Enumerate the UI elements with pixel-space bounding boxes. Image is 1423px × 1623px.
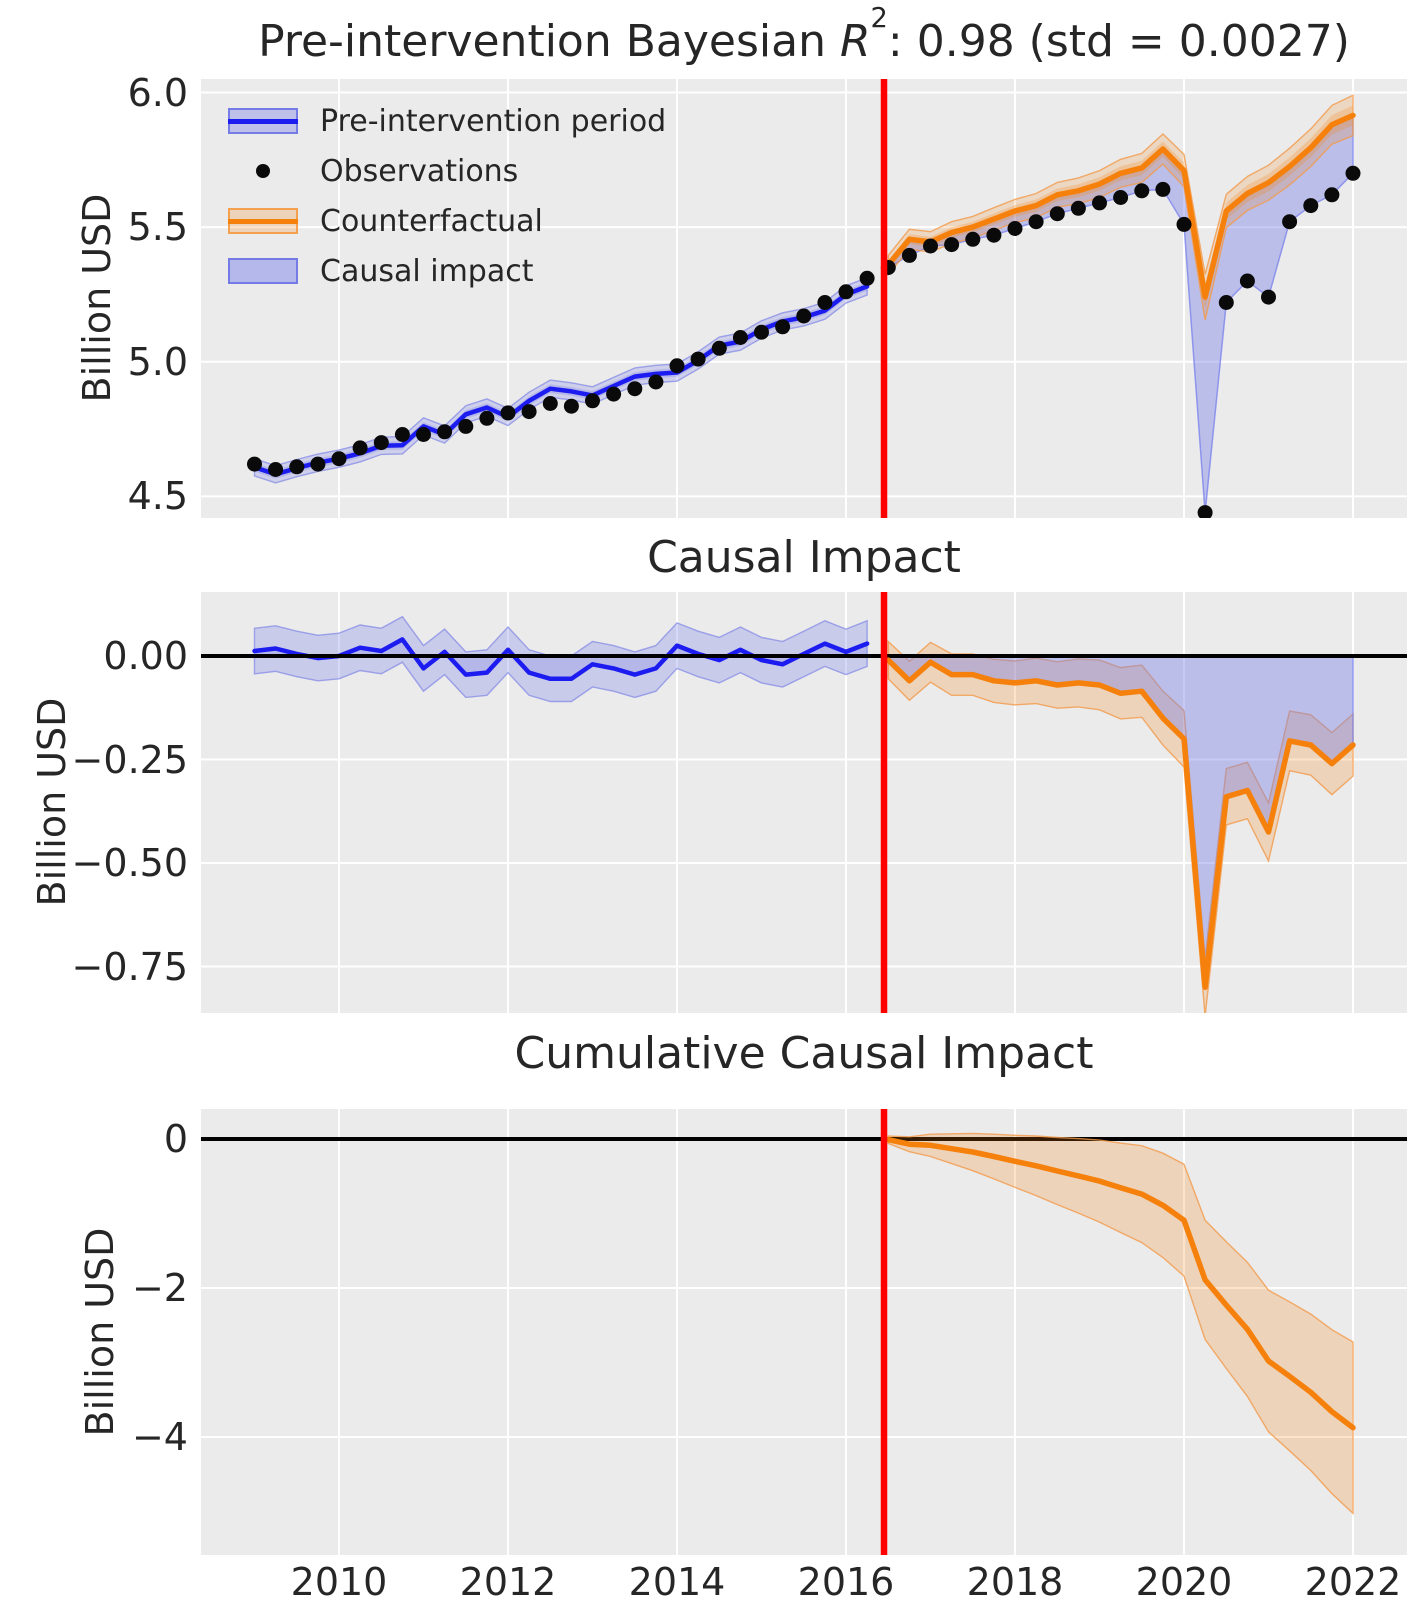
impact-post-hdi-band [887,639,1354,1013]
observation-dots [247,165,1361,518]
x-tick-label: 2010 [290,1560,388,1604]
title-suffix: : 0.98 (std = 0.0027) [887,16,1350,67]
cumulative-impact-line [885,1136,1356,1431]
y-tick-label: 5.0 [127,340,188,384]
pre-panel-title: Pre-intervention Bayesian R2: 0.98 (std … [201,3,1407,67]
y-tick-label: 0.00 [103,634,188,678]
title-prefix: Pre-intervention Bayesian [258,16,840,67]
cumulative-hdi-band [887,1132,1354,1516]
y-tick-label: −4 [131,1415,188,1459]
orange-band-line-swatch [228,208,298,234]
impact-pre-hdi-band [253,615,868,703]
legend-label: Causal impact [320,253,534,289]
pre-panel-ylabel: Billion USD [75,193,119,403]
legend-item-causal-impact: Causal impact [228,246,666,296]
y-tick-label: 6.0 [127,71,188,115]
x-tick-label: 2016 [797,1560,895,1604]
title-r-exponent: 2 [870,2,888,34]
legend-item-counterfactual: Counterfactual [228,196,666,246]
impact-post-line [885,657,1356,990]
x-tick-label: 2020 [1135,1560,1233,1604]
cumulative-panel-ylabel: Billion USD [78,1227,122,1437]
y-tick-label: −0.75 [71,945,188,989]
x-tick-label: 2018 [966,1560,1064,1604]
legend-label: Pre-intervention period [320,103,667,139]
legend-label: Counterfactual [320,203,543,239]
y-tick-label: −2 [131,1266,188,1310]
legend-item-observations: Observations [228,146,666,196]
legend: Pre-intervention period Observations Cou… [228,96,666,296]
panel-background [201,1109,1407,1555]
black-dot-swatch [228,158,298,184]
blue-patch-swatch [228,258,298,284]
x-tick-label: 2012 [459,1560,557,1604]
y-tick-label: 0 [163,1117,188,1161]
cumulative-panel-title: Cumulative Causal Impact [514,1028,1094,1079]
counterfactual-line [885,112,1356,300]
impact-panel-title: Causal Impact [647,532,961,583]
y-tick-label: −0.50 [71,841,188,885]
y-tick-label: 4.5 [127,474,188,518]
x-tick-label: 2022 [1304,1560,1402,1604]
legend-label: Observations [320,153,519,189]
impact-pre-line [252,637,870,682]
blue-band-line-swatch [228,108,298,134]
x-tick-label: 2014 [628,1560,726,1604]
y-tick-label: −0.25 [71,738,188,782]
title-r-symbol: R [839,16,871,67]
y-tick-label: 5.5 [127,205,188,249]
legend-item-pre-intervention: Pre-intervention period [228,96,666,146]
